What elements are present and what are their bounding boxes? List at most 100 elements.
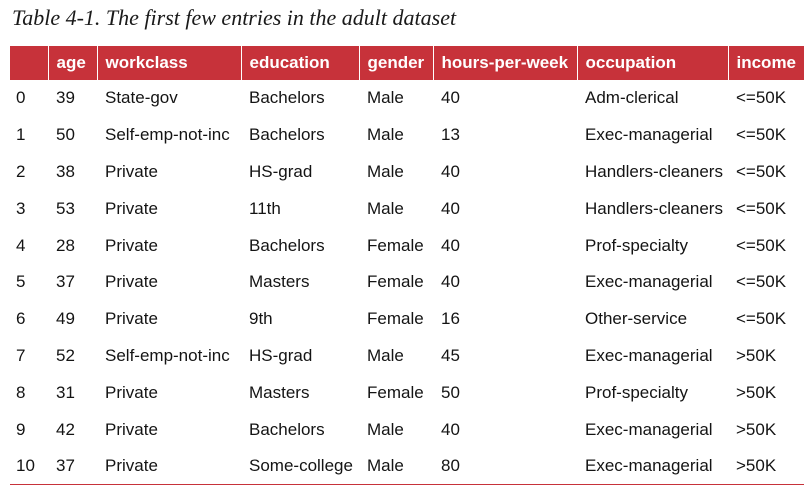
table-row: 2 38 Private HS-grad Male 40 Handlers-cl… bbox=[10, 154, 804, 191]
cell-occupation: Prof-specialty bbox=[585, 235, 688, 255]
column-header-index bbox=[10, 46, 48, 80]
cell-income: <=50K bbox=[736, 272, 787, 292]
column-header-income: income bbox=[727, 46, 804, 80]
cell-income: >50K bbox=[736, 382, 777, 402]
table-row: 6 49 Private 9th Female 16 Other-service… bbox=[10, 301, 804, 338]
table-header-row: age workclass education gender hours-per… bbox=[10, 46, 804, 80]
cell-income: <=50K bbox=[736, 88, 787, 108]
cell-index: 7 bbox=[16, 345, 26, 365]
cell-occupation: Exec-managerial bbox=[577, 447, 728, 486]
cell-age: 53 bbox=[56, 198, 75, 218]
cell-gender: Female bbox=[367, 309, 424, 329]
cell-age: 52 bbox=[56, 345, 75, 365]
cell-gender: Male bbox=[367, 198, 404, 218]
table-row: 0 39 State-gov Bachelors Male 40 Adm-cle… bbox=[10, 80, 804, 117]
cell-index: 6 bbox=[16, 309, 26, 329]
cell-gender: Female bbox=[367, 235, 424, 255]
cell-age: 37 bbox=[56, 272, 75, 292]
cell-occupation: Exec-managerial bbox=[585, 345, 713, 365]
cell-gender: Male bbox=[367, 161, 404, 181]
column-header-education: education bbox=[240, 46, 359, 80]
cell-income: <=50K bbox=[736, 198, 787, 218]
cell-gender: Male bbox=[367, 419, 404, 439]
table-row: 5 37 Private Masters Female 40 Exec-mana… bbox=[10, 264, 804, 301]
cell-age: 50 bbox=[56, 125, 75, 145]
cell-education: Masters bbox=[249, 272, 310, 292]
cell-workclass: Self-emp-not-inc bbox=[105, 345, 230, 365]
cell-hours-per-week: 40 bbox=[441, 272, 460, 292]
cell-workclass: Private bbox=[105, 382, 158, 402]
cell-hours-per-week: 16 bbox=[441, 309, 460, 329]
cell-occupation: Other-service bbox=[585, 309, 688, 329]
cell-index: 0 bbox=[16, 88, 26, 108]
column-header-gender: gender bbox=[358, 46, 433, 80]
cell-occupation: Handlers-cleaners bbox=[585, 198, 723, 218]
cell-occupation: Exec-managerial bbox=[585, 419, 713, 439]
cell-index: 4 bbox=[16, 235, 26, 255]
cell-age: 31 bbox=[56, 382, 75, 402]
table-row: 10 37 Private Some-college Male 80 Exec-… bbox=[10, 447, 804, 486]
table-row: 9 42 Private Bachelors Male 40 Exec-mana… bbox=[10, 411, 804, 448]
cell-hours-per-week: 40 bbox=[441, 161, 460, 181]
cell-workclass: State-gov bbox=[105, 88, 178, 108]
cell-index: 10 bbox=[10, 447, 48, 486]
cell-income: <=50K bbox=[736, 161, 787, 181]
cell-education: Bachelors bbox=[249, 419, 325, 439]
cell-gender: Female bbox=[367, 272, 424, 292]
cell-workclass: Private bbox=[97, 447, 241, 486]
cell-occupation: Adm-clerical bbox=[585, 88, 679, 108]
cell-income: >50K bbox=[728, 447, 804, 486]
cell-hours-per-week: 80 bbox=[433, 447, 577, 486]
cell-education: 11th bbox=[249, 198, 281, 218]
cell-workclass: Private bbox=[105, 272, 158, 292]
cell-hours-per-week: 13 bbox=[441, 125, 460, 145]
cell-education: Some-college bbox=[241, 447, 359, 486]
cell-age: 28 bbox=[56, 235, 75, 255]
cell-age: 49 bbox=[56, 309, 75, 329]
cell-income: <=50K bbox=[736, 125, 787, 145]
cell-income: <=50K bbox=[736, 235, 787, 255]
cell-age: 39 bbox=[56, 88, 75, 108]
cell-occupation: Handlers-cleaners bbox=[585, 161, 723, 181]
cell-hours-per-week: 45 bbox=[441, 345, 460, 365]
cell-gender: Female bbox=[367, 382, 424, 402]
cell-age: 42 bbox=[56, 419, 75, 439]
adult-dataset-table: age workclass education gender hours-per… bbox=[10, 46, 804, 486]
cell-income: <=50K bbox=[736, 309, 787, 329]
cell-hours-per-week: 40 bbox=[441, 419, 460, 439]
cell-gender: Male bbox=[367, 88, 404, 108]
cell-workclass: Private bbox=[105, 309, 158, 329]
cell-index: 3 bbox=[16, 198, 26, 218]
cell-occupation: Exec-managerial bbox=[585, 272, 713, 292]
cell-index: 1 bbox=[16, 125, 26, 145]
cell-gender: Male bbox=[367, 125, 404, 145]
cell-workclass: Private bbox=[105, 419, 158, 439]
cell-gender: Male bbox=[359, 447, 433, 486]
table-row: 7 52 Self-emp-not-inc HS-grad Male 45 Ex… bbox=[10, 338, 804, 375]
cell-workclass: Private bbox=[105, 235, 158, 255]
cell-age: 38 bbox=[56, 161, 75, 181]
table-caption: Table 4-1. The first few entries in the … bbox=[12, 5, 457, 30]
table-row: 1 50 Self-emp-not-inc Bachelors Male 13 … bbox=[10, 117, 804, 154]
cell-age: 37 bbox=[48, 447, 97, 486]
cell-education: HS-grad bbox=[249, 161, 313, 181]
cell-occupation: Exec-managerial bbox=[585, 125, 713, 145]
cell-income: >50K bbox=[736, 345, 777, 365]
cell-education: Bachelors bbox=[249, 125, 325, 145]
column-header-hours-per-week: hours-per-week bbox=[432, 46, 577, 80]
cell-hours-per-week: 50 bbox=[441, 382, 460, 402]
cell-index: 2 bbox=[16, 161, 26, 181]
table-row: 8 31 Private Masters Female 50 Prof-spec… bbox=[10, 374, 804, 411]
column-header-workclass: workclass bbox=[96, 46, 241, 80]
cell-education: 9th bbox=[249, 309, 273, 329]
table-row: 4 28 Private Bachelors Female 40 Prof-sp… bbox=[10, 227, 804, 264]
cell-gender: Male bbox=[367, 345, 404, 365]
cell-education: Masters bbox=[249, 382, 310, 402]
cell-workclass: Private bbox=[105, 161, 158, 181]
cell-index: 8 bbox=[16, 382, 26, 402]
cell-education: HS-grad bbox=[249, 345, 313, 365]
cell-hours-per-week: 40 bbox=[441, 88, 460, 108]
cell-index: 9 bbox=[16, 419, 26, 439]
cell-education: Bachelors bbox=[249, 235, 325, 255]
cell-index: 5 bbox=[16, 272, 26, 292]
